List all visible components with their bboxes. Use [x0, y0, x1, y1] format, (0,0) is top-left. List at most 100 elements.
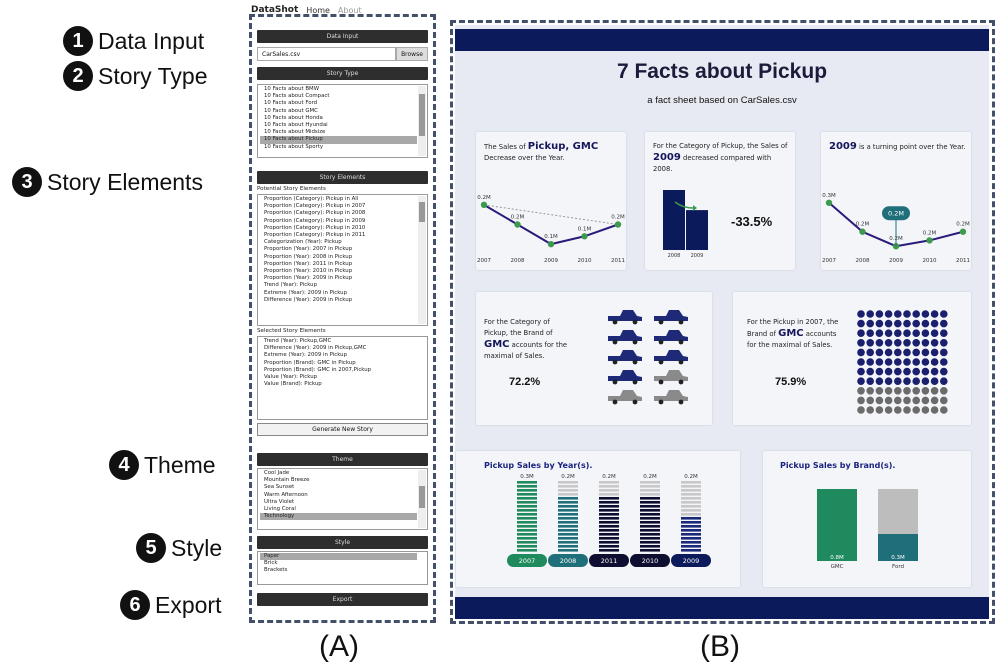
list-item[interactable]: 10 Facts about Midsize [264, 129, 326, 136]
list-item[interactable]: Cool Jade [264, 470, 290, 476]
list-item[interactable]: 10 Facts about Compact [264, 93, 330, 100]
file-path-input[interactable]: CarSales.csv [257, 47, 396, 61]
list-item[interactable]: Brick [264, 560, 278, 567]
list-item[interactable]: Extreme (Year): 2009 in Pickup [264, 289, 348, 296]
list-item[interactable]: Value (Year): Pickup [264, 374, 318, 381]
list-item[interactable]: 10 Facts about Sporty [264, 143, 324, 150]
unit-dot [921, 396, 930, 405]
annotation-style: 5 Style [136, 533, 222, 563]
scrollbar[interactable] [418, 86, 426, 156]
unit-dot [884, 406, 893, 414]
list-item[interactable]: 10 Facts about Honda [264, 114, 323, 121]
list-item[interactable]: 10 Facts about BMW [264, 86, 320, 92]
x-tick-label: 2008 [511, 258, 525, 264]
data-label: 0.2M [856, 222, 870, 228]
list-item[interactable]: Ultra Violet [264, 498, 295, 505]
list-item[interactable]: Proportion (Category): Pickup in 2008 [264, 210, 366, 217]
unit-dot [894, 387, 902, 395]
list-item[interactable]: Extreme (Year): 2009 in Pickup [264, 352, 348, 359]
list-item[interactable]: Proportion (Category): Pickup in 2011 [264, 232, 366, 239]
list-item[interactable]: Difference (Year): 2009 in Pickup [264, 296, 353, 303]
list-item[interactable]: Proportion (Brand): GMC in 2007,Pickup [264, 366, 372, 373]
bar-segment [681, 549, 701, 552]
style-list[interactable]: Paper Brick Brackets [257, 551, 428, 585]
unit-dot [875, 396, 884, 405]
list-item[interactable]: Proportion (Category): Pickup in 2010 [264, 224, 366, 231]
unit-dot [912, 319, 920, 328]
nav-home[interactable]: Home [306, 5, 330, 15]
unit-dot [912, 329, 920, 337]
list-item[interactable]: Proportion (Category): Pickup in All [264, 196, 359, 202]
scrollbar[interactable] [418, 470, 426, 528]
bar-segment [517, 533, 537, 536]
bar-segment [640, 529, 660, 532]
bar-segment [599, 521, 619, 524]
bar-segment [517, 497, 537, 500]
annotation-export: 6 Export [120, 590, 221, 620]
list-item[interactable]: Proportion (Category): Pickup in 2007 [264, 203, 366, 210]
x-tick-label: 2011 [956, 258, 970, 264]
fact-text: 2009 is a turning point over the Year. [829, 141, 966, 152]
bar-segment [517, 493, 537, 496]
unit-dot [912, 358, 920, 366]
selected-elements-list[interactable]: Trend (Year): Pickup,GMC Difference (Yea… [257, 336, 428, 420]
bar-segment [558, 501, 578, 504]
annotation-label: Story Elements [47, 168, 203, 195]
unit-dot [903, 329, 911, 337]
list-item-selected[interactable]: Paper [260, 553, 417, 561]
list-item[interactable]: Categorization (Year): Pickup [264, 239, 342, 246]
bar-segment [640, 493, 660, 496]
pickup-icon [608, 390, 642, 401]
list-item[interactable]: 10 Facts about Ford [264, 100, 318, 107]
annotation-number: 3 [12, 167, 42, 197]
list-item[interactable]: Proportion (Year): 2008 in Pickup [264, 253, 353, 260]
list-item[interactable]: Value (Brand): Pickup [264, 381, 322, 388]
data-label: 0.2M [477, 195, 491, 201]
unit-dot [884, 329, 893, 337]
unit-dot [866, 377, 874, 385]
bar-segment [640, 545, 660, 548]
data-label: 0.3M [822, 193, 836, 199]
list-item[interactable]: Trend (Year): Pickup [264, 282, 318, 289]
bar-segment [517, 517, 537, 520]
scrollbar[interactable] [418, 196, 426, 324]
list-item[interactable]: Difference (Year): 2009 in Pickup,GMC [264, 345, 367, 352]
list-item[interactable]: 10 Facts about GMC [264, 107, 318, 114]
list-item[interactable]: Proportion (Year): 2009 in Pickup [264, 275, 353, 282]
unit-dot [894, 310, 902, 318]
list-item[interactable]: Warm Afternoon [264, 491, 308, 498]
data-label: 0.2M [923, 230, 937, 236]
list-item[interactable]: Sea Sunset [264, 484, 295, 491]
generate-story-button[interactable]: Generate New Story [257, 423, 428, 436]
list-item[interactable]: Proportion (Year): 2007 in Pickup [264, 246, 353, 253]
list-item[interactable]: Trend (Year): Pickup,GMC [264, 338, 332, 344]
list-item[interactable]: Mountain Breeze [264, 477, 310, 484]
unit-dot [857, 310, 865, 318]
nav-about[interactable]: About [337, 5, 362, 15]
pickup-icon [608, 310, 642, 321]
style-header: Style [257, 536, 428, 549]
export-button[interactable]: Export [257, 593, 428, 606]
list-item[interactable]: Proportion (Year): 2011 in Pickup [264, 260, 353, 267]
potential-elements-list[interactable]: Proportion (Category): Pickup in All Pro… [257, 194, 428, 326]
list-item[interactable]: Brackets [264, 567, 288, 574]
bar-segment [681, 517, 701, 520]
browse-button[interactable]: Browse [396, 47, 428, 61]
list-item[interactable]: Proportion (Year): 2010 in Pickup [264, 268, 353, 275]
bar-segment [681, 533, 701, 536]
data-point [547, 240, 555, 248]
list-item[interactable]: 10 Facts about Hyundai [264, 122, 328, 129]
bar-segment [640, 497, 660, 500]
unit-dot [875, 310, 884, 318]
list-item-selected[interactable]: 10 Facts about Pickup [260, 136, 417, 144]
story-type-list[interactable]: 10 Facts about BMW 10 Facts about Compac… [257, 84, 428, 158]
bar-segment [517, 481, 537, 484]
list-item[interactable]: Proportion (Brand): GMC in Pickup [264, 359, 356, 366]
list-item[interactable]: Living Coral [264, 506, 296, 513]
list-item-selected[interactable]: Technology [260, 513, 417, 521]
list-item[interactable]: Proportion (Category): Pickup in 2009 [264, 217, 366, 224]
theme-list[interactable]: Cool Jade Mountain Breeze Sea Sunset War… [257, 468, 428, 530]
data-point [581, 233, 588, 240]
fact-text: For the Pickup in 2007, the Brand of GMC… [747, 318, 839, 349]
category-label: 2010 [642, 557, 659, 565]
